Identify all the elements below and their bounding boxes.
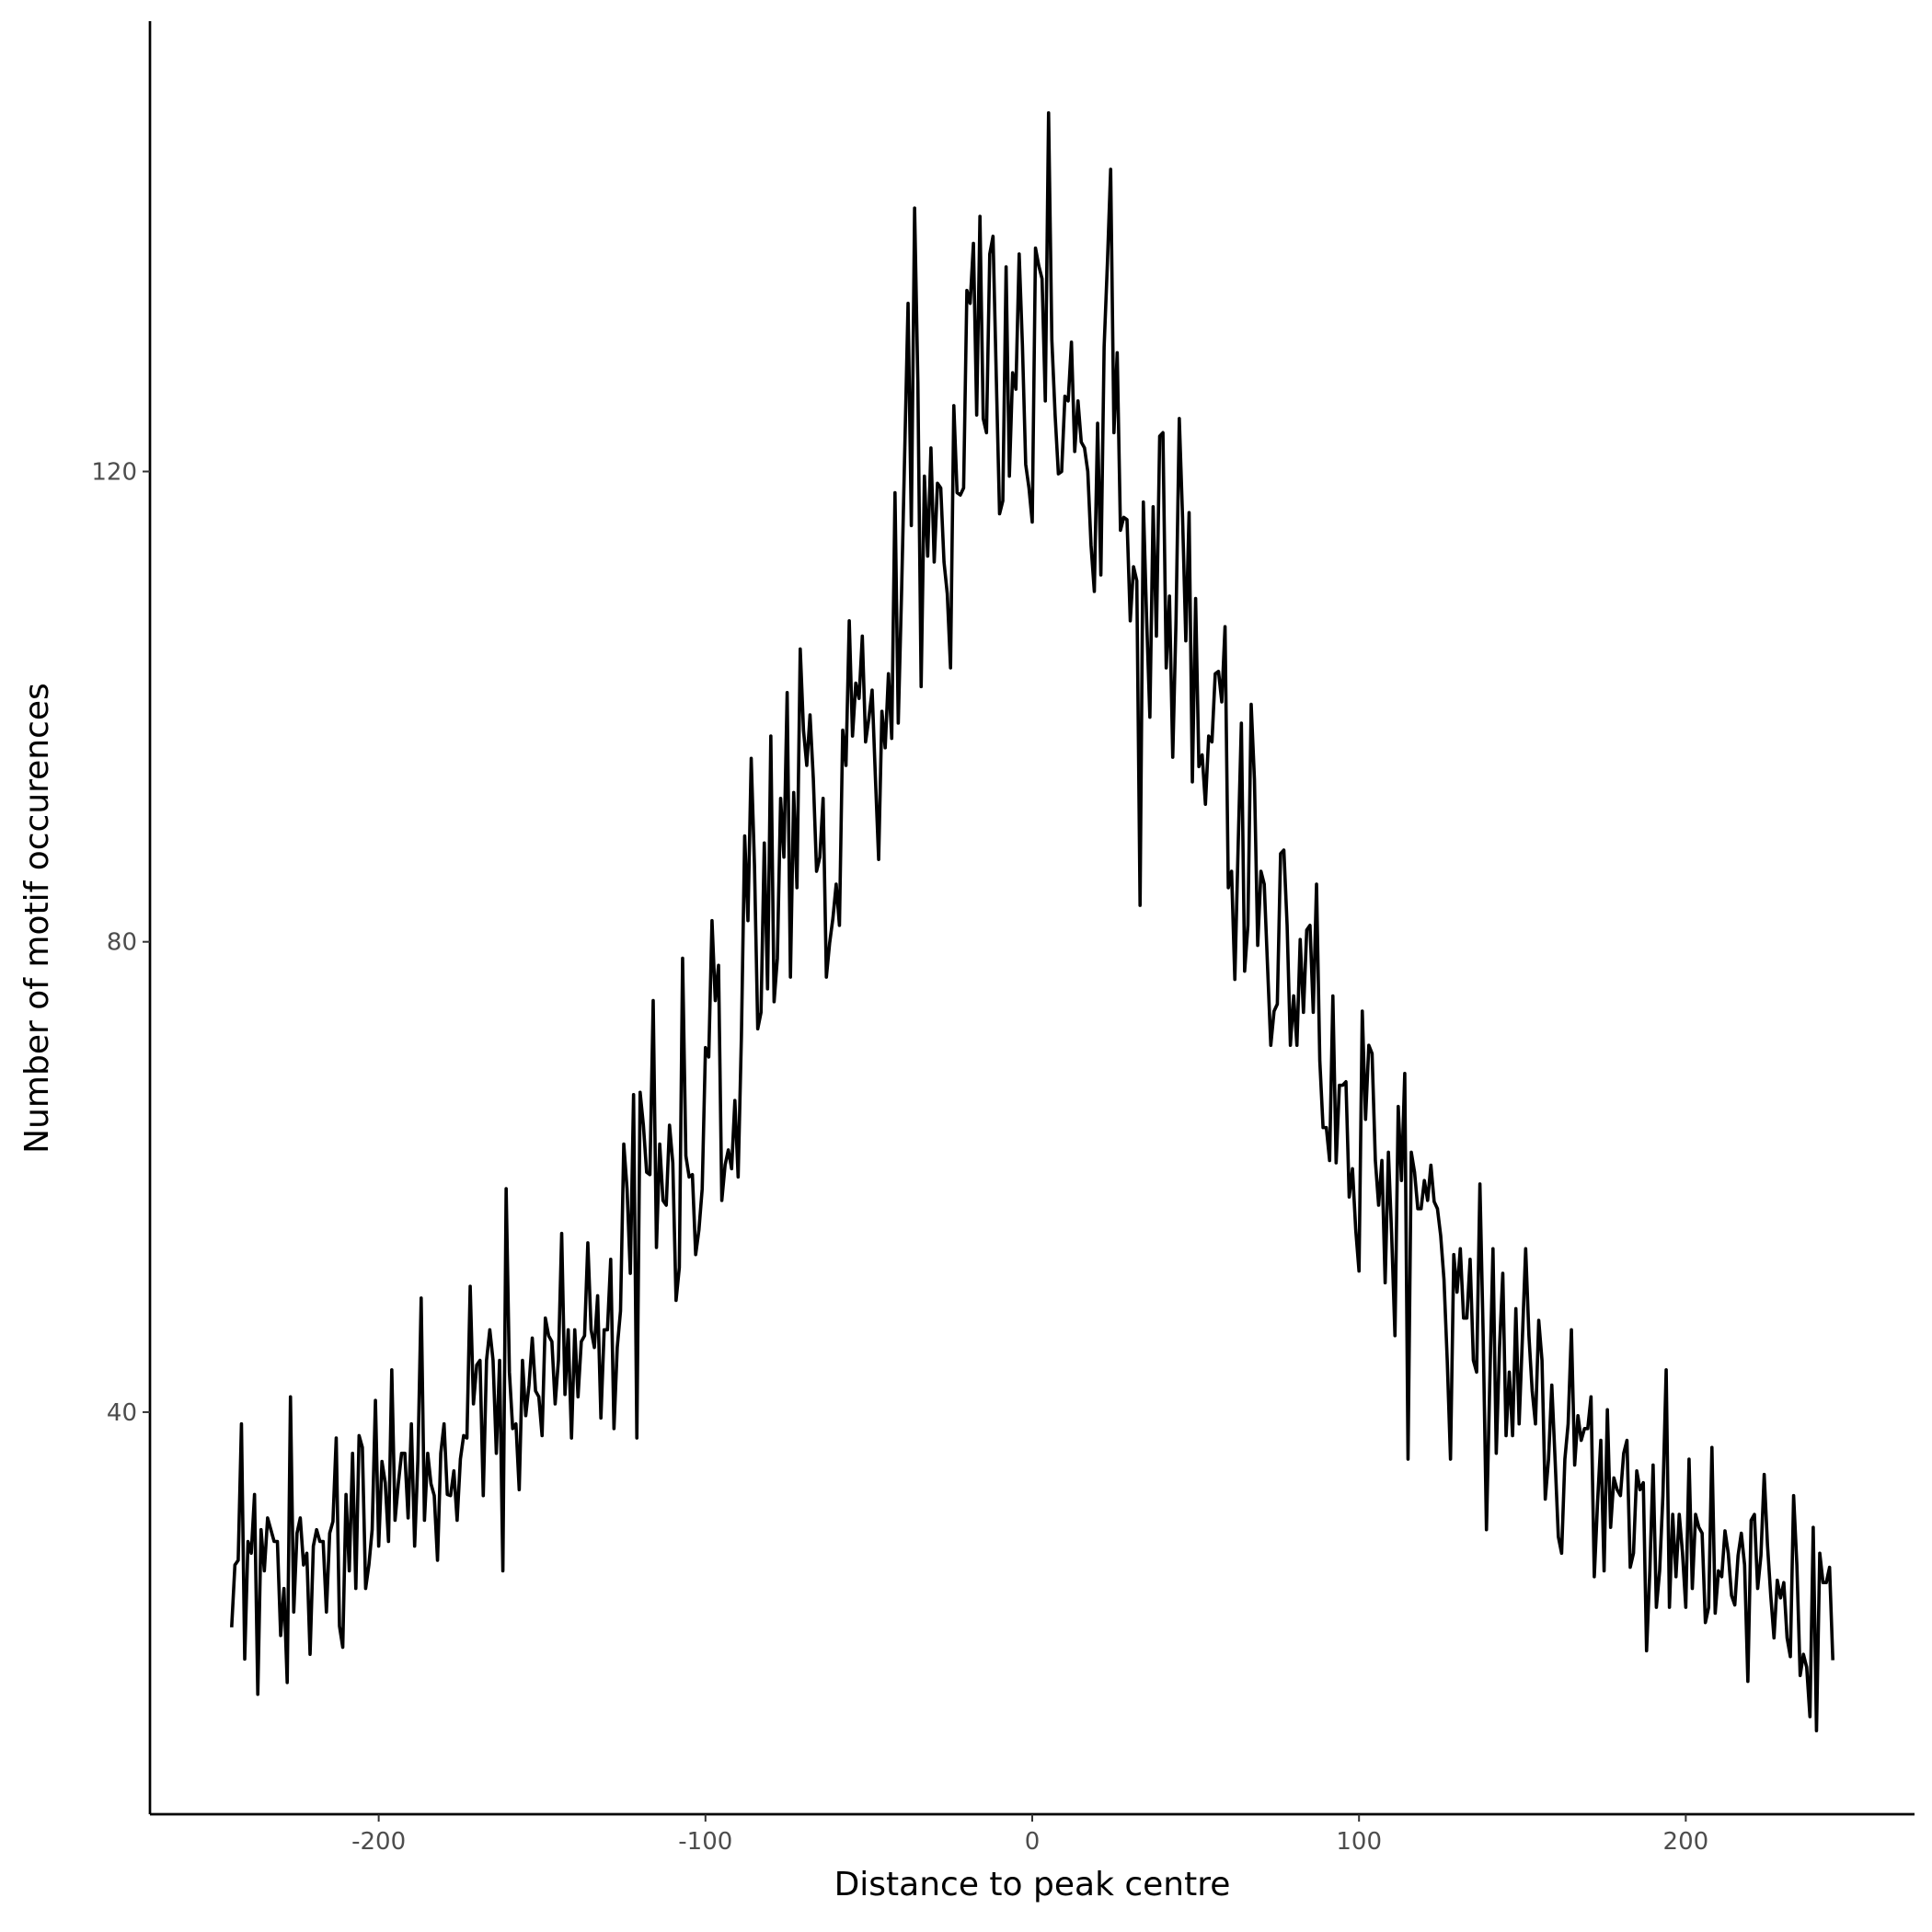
- x-tick-label: 100: [1336, 1828, 1382, 1856]
- y-tick-label: 120: [91, 458, 137, 486]
- y-tick-label: 80: [107, 929, 137, 957]
- x-tick-label: -100: [678, 1828, 732, 1856]
- x-axis-title: Distance to peak centre: [834, 1866, 1231, 1903]
- x-tick-label: -200: [351, 1828, 406, 1856]
- y-axis-title: Number of motif occurences: [18, 683, 56, 1154]
- x-tick-label: 200: [1663, 1828, 1709, 1856]
- y-tick-label: 40: [107, 1399, 137, 1427]
- data-line: [230, 110, 1834, 1733]
- x-tick-label: 0: [1025, 1828, 1041, 1856]
